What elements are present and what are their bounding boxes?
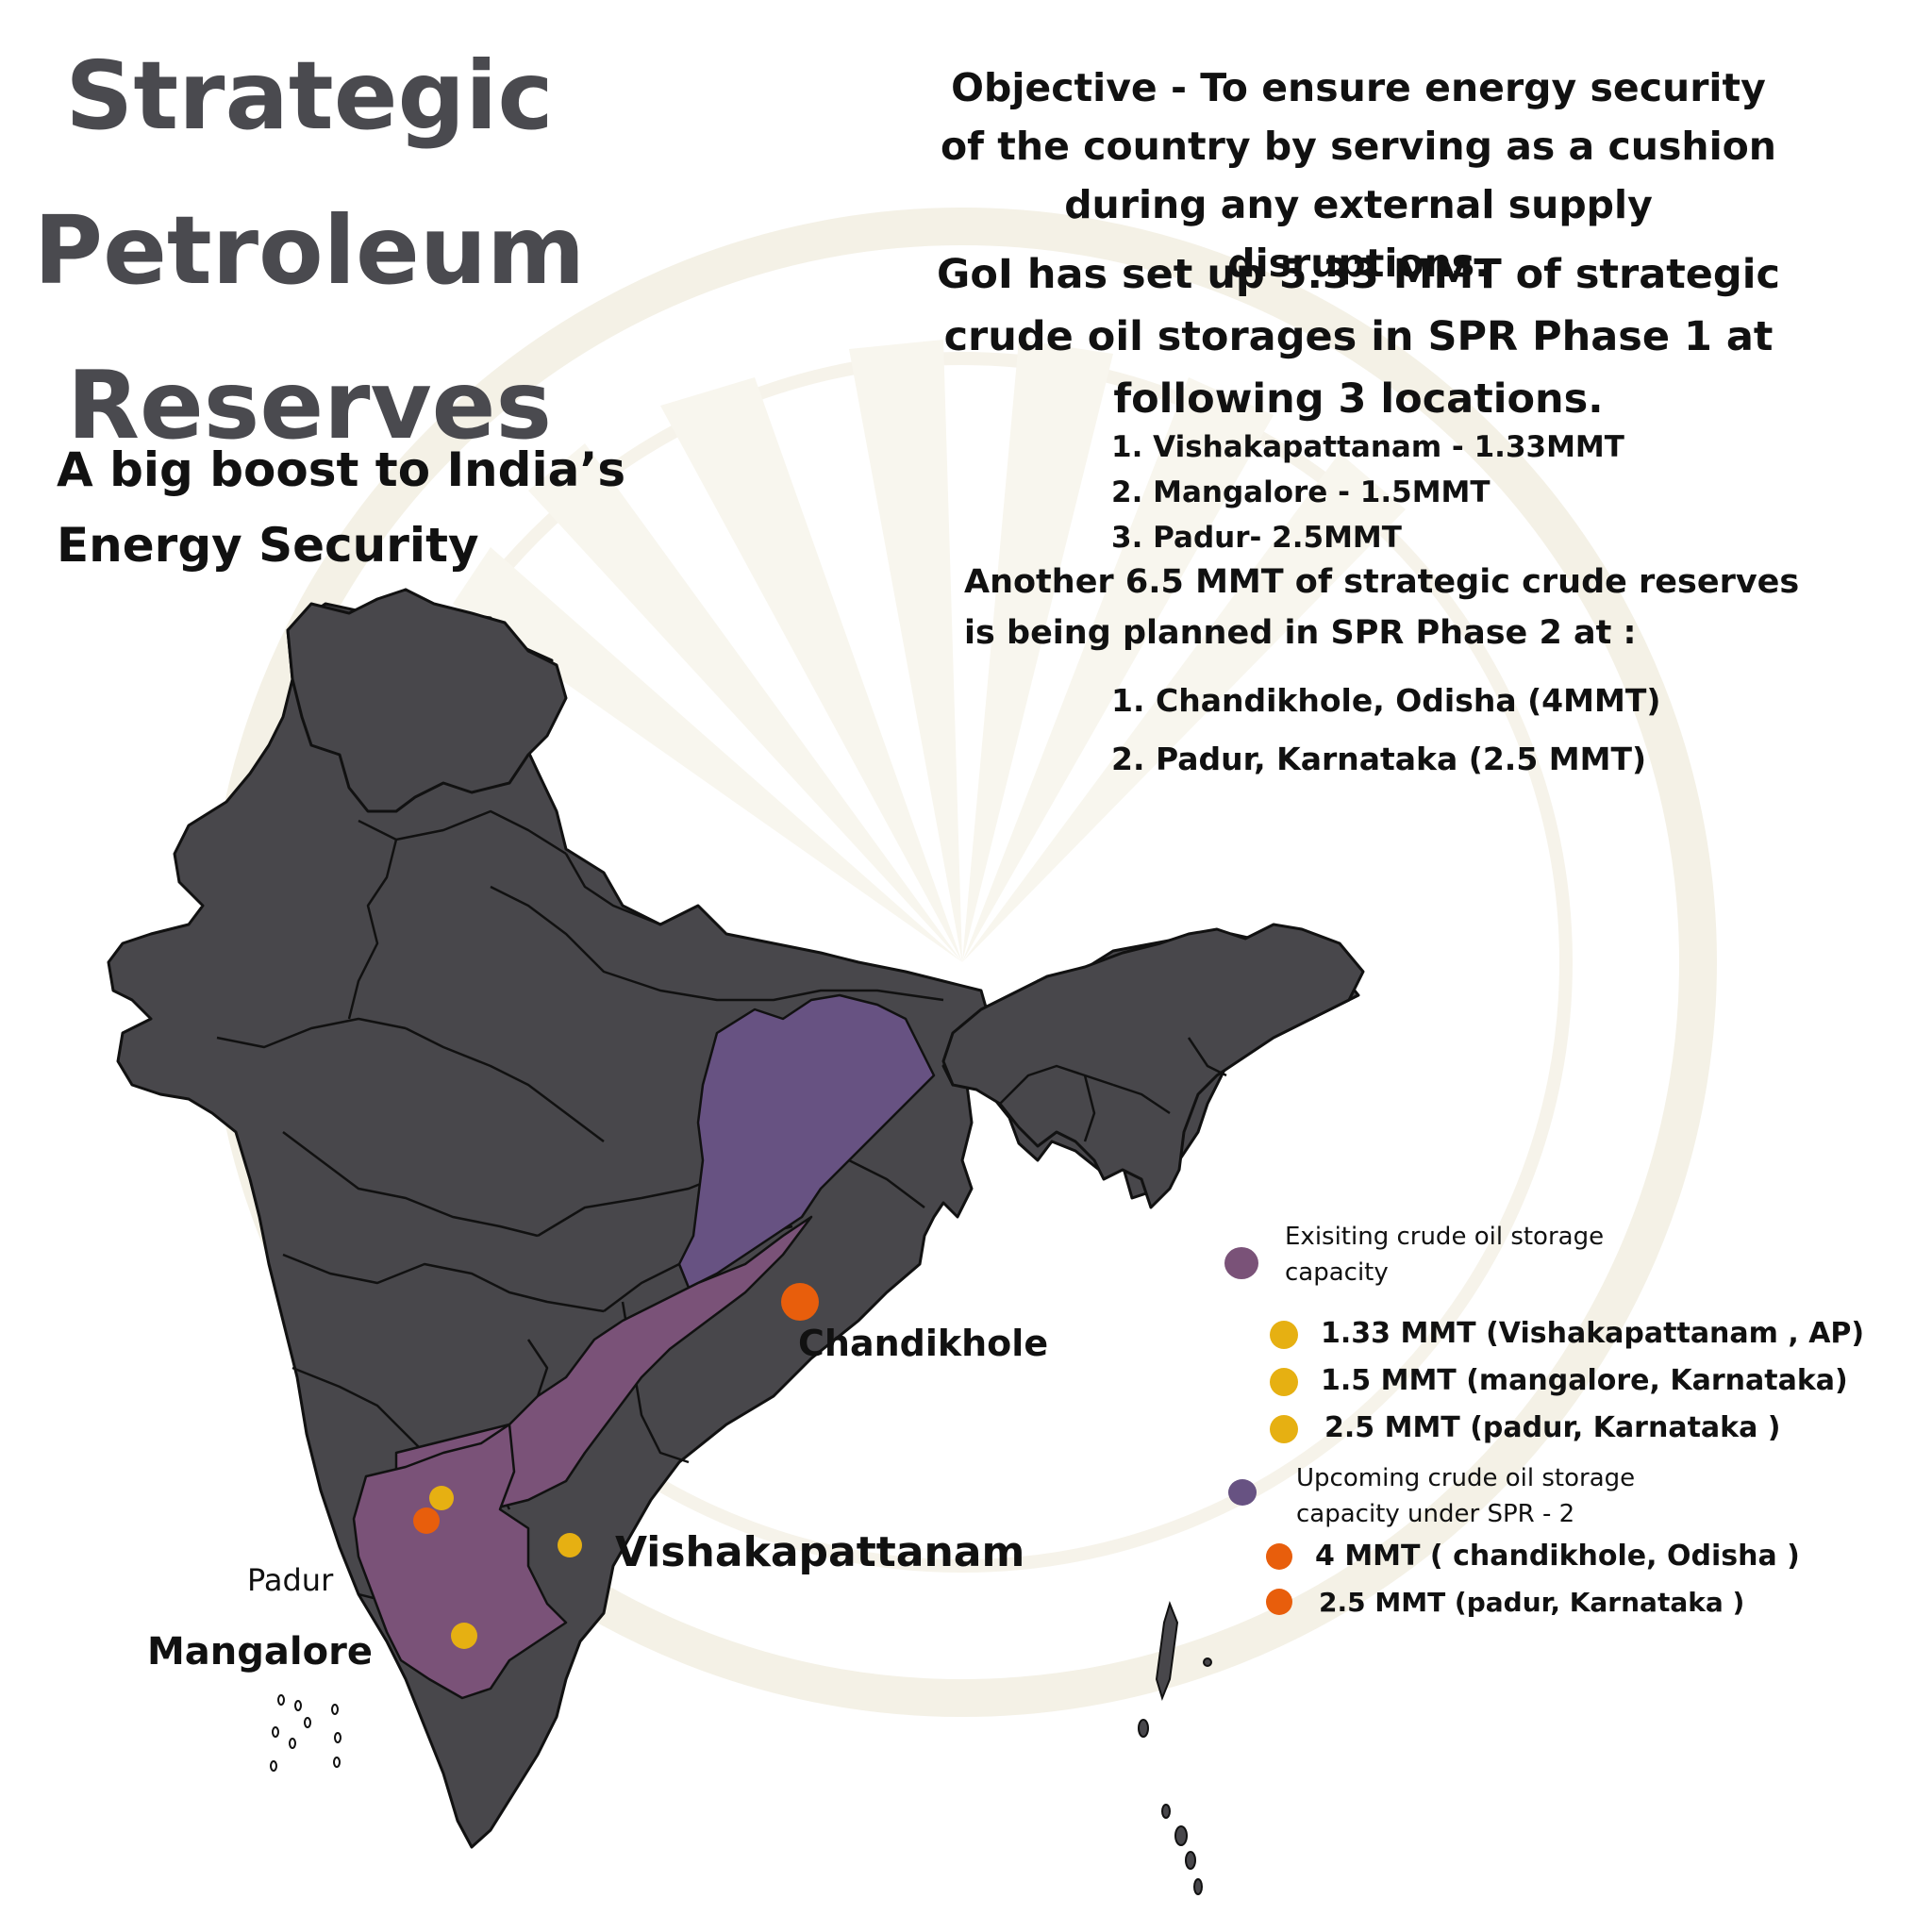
legend-existing-item: 2.5 MMT (padur, Karnataka )	[1324, 1411, 1781, 1444]
label-vishakapattanam: Vishakapattanam	[615, 1528, 1025, 1576]
list-item: 1. Vishakapattanam - 1.33MMT	[1111, 430, 1624, 464]
lakshadweep-islands	[270, 1694, 341, 1772]
title-line-1: Strategic	[65, 41, 554, 151]
marker-padur-existing	[451, 1623, 477, 1649]
india-north	[286, 588, 568, 813]
list-item: 3. Padur- 2.5MMT	[1111, 521, 1402, 555]
legend-existing-heading-2: capacity	[1285, 1258, 1389, 1287]
list-item: 2. Mangalore - 1.5MMT	[1111, 475, 1491, 509]
marker-vishakapattanam	[558, 1533, 582, 1557]
phase1-text: GoI has set up 5.33 MMT of strategic cru…	[934, 243, 1783, 430]
legend-upcoming-item: 4 MMT ( chandikhole, Odisha )	[1315, 1540, 1800, 1573]
subtitle-line-1: A big boost to India’s	[57, 442, 626, 497]
legend-upcoming-dot	[1266, 1543, 1292, 1570]
andaman-nicobar-islands	[1138, 1600, 1212, 1895]
phase2-line-2: is being planned in SPR Phase 2 at :	[964, 614, 1637, 652]
region-odisha-andhra	[677, 993, 936, 1290]
phase1-line-2: crude oil storages in SPR Phase 1 at	[943, 313, 1774, 360]
objective-text: Objective - To ensure energy security of…	[934, 58, 1783, 292]
page-title: Strategic Petroleum Reserves	[26, 19, 592, 483]
marker-mangalore-existing	[429, 1486, 454, 1510]
legend-upcoming-dot	[1266, 1589, 1292, 1615]
objective-line-2: of the country by serving as a cushion	[941, 124, 1776, 169]
list-item: 1. Chandikhole, Odisha (4MMT)	[1111, 682, 1661, 719]
legend-existing-dot	[1270, 1415, 1298, 1443]
marker-padur-upcoming	[413, 1507, 440, 1534]
title-line-2: Petroleum	[33, 195, 586, 306]
upcoming-swatch	[1228, 1479, 1257, 1506]
subtitle-line-2: Energy Security	[57, 518, 479, 573]
label-padur: Padur	[247, 1562, 334, 1598]
label-chandikhole: Chandikhole	[798, 1323, 1049, 1364]
phase2-text: Another 6.5 MMT of strategic crude reser…	[964, 557, 1813, 658]
phase1-line-1: GoI has set up 5.33 MMT of strategic	[937, 251, 1780, 298]
existing-swatch	[1224, 1247, 1258, 1279]
phase1-location-list: 1. Vishakapattanam - 1.33MMT 2. Mangalor…	[1111, 425, 1677, 560]
title-line-3: Reserves	[66, 350, 552, 460]
marker-chandikhole	[781, 1283, 819, 1321]
legend-upcoming-item: 2.5 MMT (padur, Karnataka )	[1319, 1587, 1745, 1618]
list-item: 2. Padur, Karnataka (2.5 MMT)	[1111, 741, 1647, 777]
region-karnataka	[352, 1423, 568, 1700]
india-northeast	[941, 923, 1365, 1209]
legend-existing-heading-1: Exisiting crude oil storage	[1285, 1223, 1605, 1251]
legend-upcoming-heading-2: capacity under SPR - 2	[1296, 1500, 1575, 1528]
objective-line-1: Objective - To ensure energy security	[951, 65, 1766, 110]
subtitle: A big boost to India’s Energy Security	[57, 432, 660, 583]
label-mangalore: Mangalore	[147, 1630, 373, 1674]
phase2-line-1: Another 6.5 MMT of strategic crude reser…	[964, 563, 1800, 601]
objective-line-3: during any external supply disruptions.	[1064, 182, 1653, 286]
legend-existing-dot	[1270, 1321, 1298, 1349]
legend-existing-item: 1.5 MMT (mangalore, Karnataka)	[1321, 1364, 1848, 1397]
phase1-line-3: following 3 locations.	[1113, 375, 1604, 423]
legend-upcoming-heading-1: Upcoming crude oil storage	[1296, 1464, 1636, 1492]
legend-existing-dot	[1270, 1368, 1298, 1396]
phase2-location-list: 1. Chandikhole, Odisha (4MMT) 2. Padur, …	[1111, 672, 1677, 789]
legend-existing-item: 1.33 MMT (Vishakapattanam , AP)	[1321, 1317, 1865, 1350]
